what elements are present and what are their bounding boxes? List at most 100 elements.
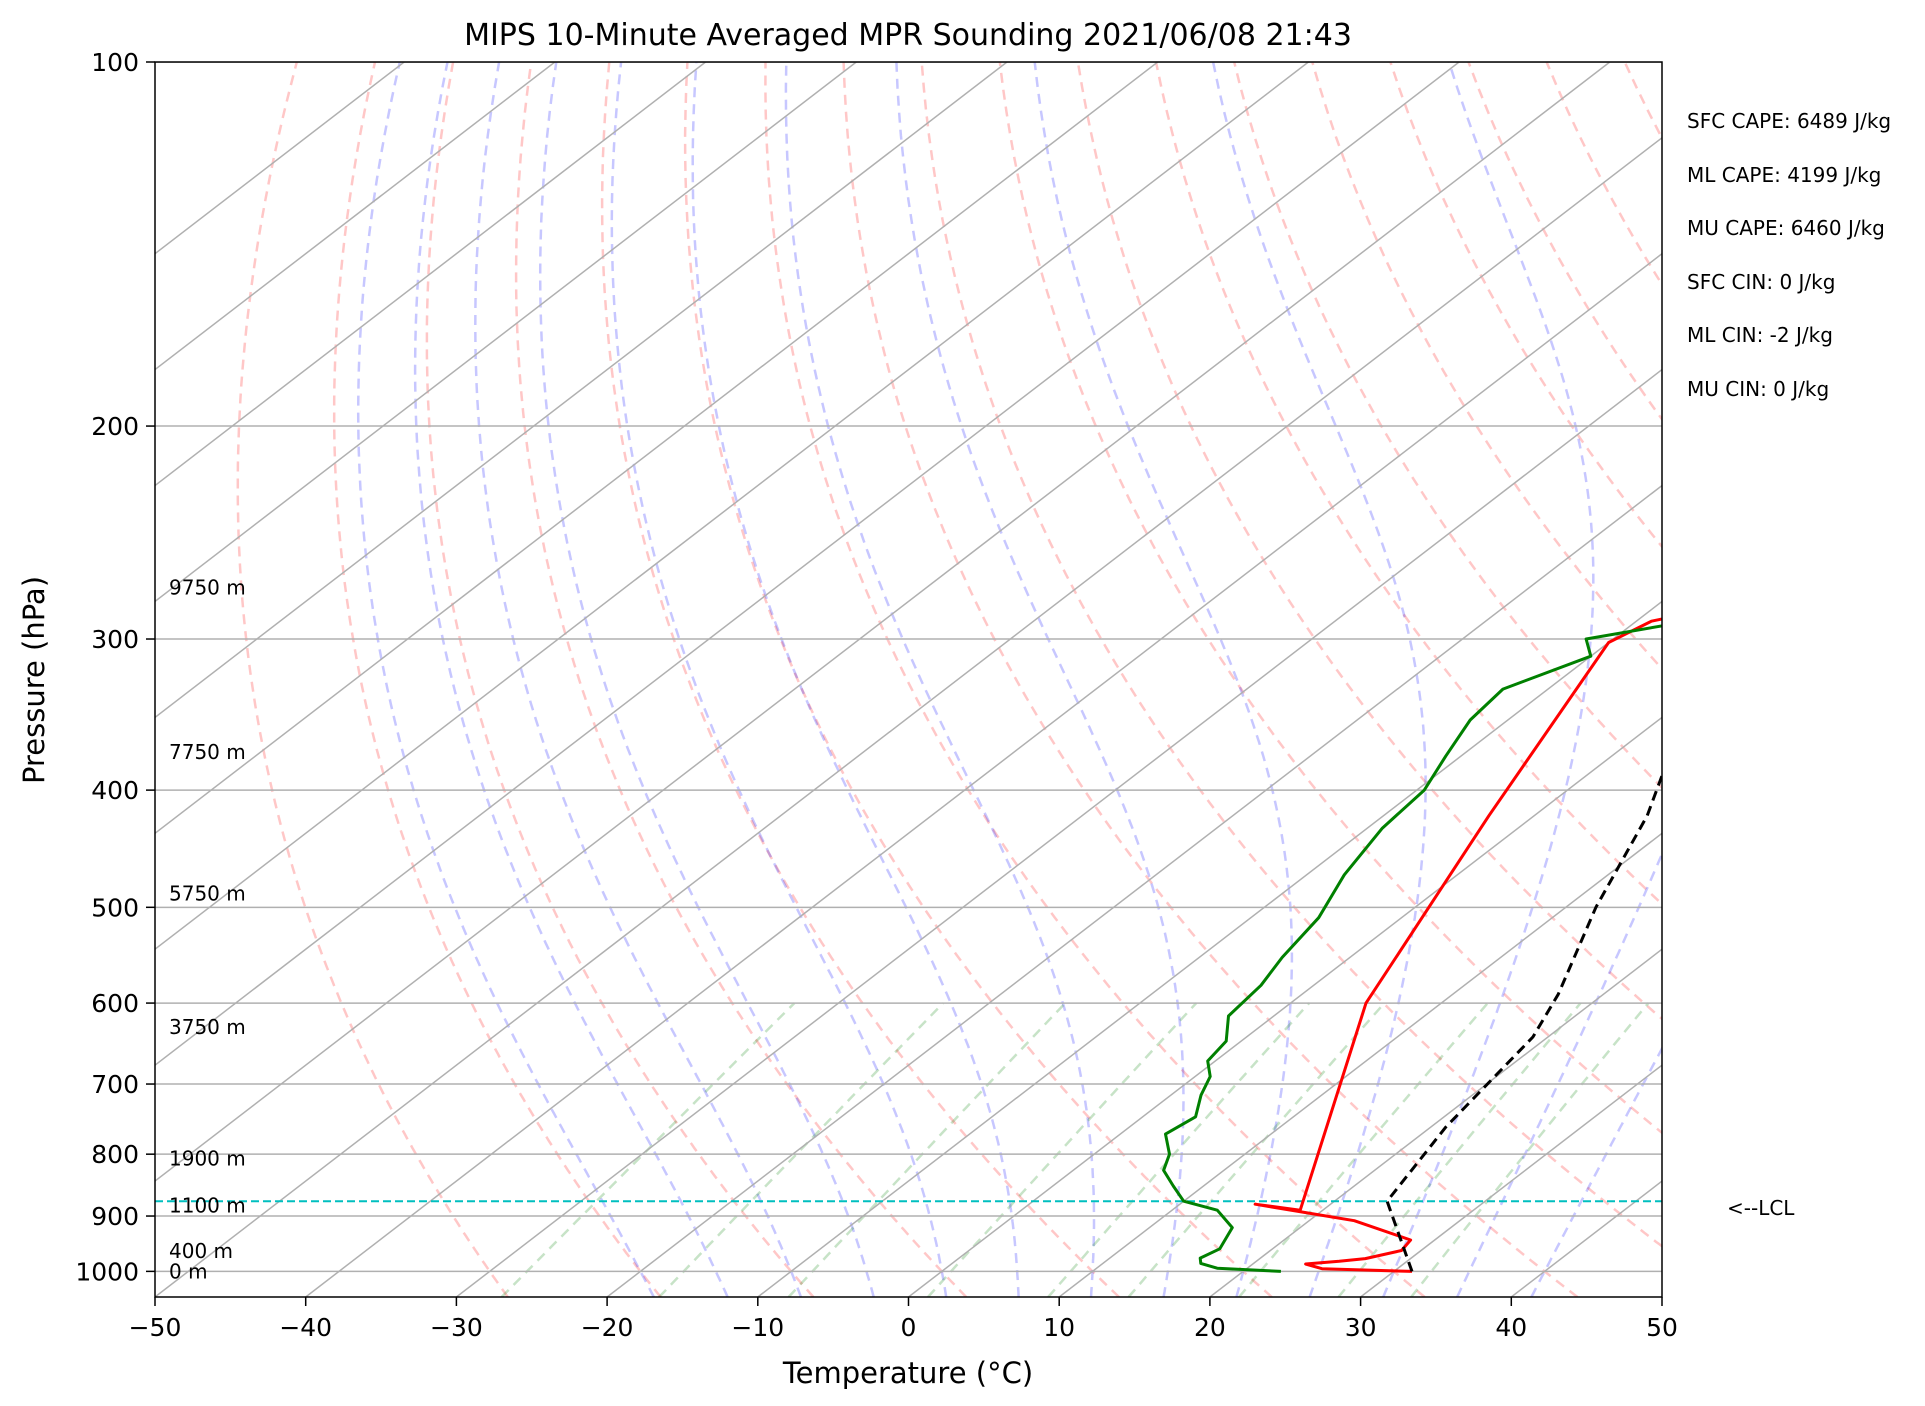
x-tick-label: −50 (129, 1313, 182, 1342)
isotherm-gridline (155, 62, 1611, 1183)
isotherm-gridline (155, 62, 556, 371)
mixing-ratio-line (787, 1002, 1067, 1297)
mixing-ratio-line (1127, 1002, 1386, 1297)
dry-adiabat (1623, 62, 1662, 141)
isotherm-gridline (155, 62, 1460, 1067)
temperature-profile (1253, 617, 1662, 1273)
moist-adiabat (1530, 1045, 1662, 1297)
dry-adiabat (332, 62, 662, 1297)
y-tick-label: 500 (91, 893, 139, 922)
stats-panel: SFC CAPE: 6489 J/kg ML CAPE: 4199 J/kg M… (1687, 109, 1891, 401)
dry-adiabat (236, 62, 509, 1297)
dry-adiabat (683, 62, 1273, 1297)
dry-adiabat (1232, 62, 1662, 790)
x-tick-label: −10 (731, 1313, 784, 1342)
isotherm-gridline (1058, 832, 1662, 1297)
mixing-ratio-line (1337, 1002, 1582, 1297)
mixing-ratio-line (500, 1002, 796, 1297)
data-series (1162, 617, 1662, 1273)
x-tick-label: −20 (581, 1313, 634, 1342)
moist-adiabat (356, 62, 655, 1297)
height-label: 1900 m (169, 1147, 246, 1171)
stat-sfc-cape: SFC CAPE: 6489 J/kg (1687, 109, 1891, 133)
stat-ml-cin: ML CIN: -2 J/kg (1687, 323, 1833, 347)
height-label: 9750 m (169, 576, 246, 600)
x-tick-label: 20 (1194, 1313, 1226, 1342)
height-label: 0 m (169, 1259, 208, 1283)
isotherm-gridline (1661, 1296, 1662, 1297)
dry-adiabat (920, 62, 1662, 1248)
height-label: 7750 m (169, 740, 246, 764)
dry-adiabat (600, 62, 1120, 1297)
x-axis-label: Temperature (°C) (782, 1356, 1033, 1390)
isotherm-gridline (305, 252, 1662, 1297)
dry-adiabat (1781, 62, 1925, 1297)
dry-adiabat (1703, 62, 1925, 1297)
dry-adiabat (1859, 62, 1925, 1297)
stat-ml-cape: ML CAPE: 4199 J/kg (1687, 163, 1881, 187)
y-tick-label: 300 (91, 625, 139, 654)
isotherm-gridline (155, 62, 1309, 951)
isotherm-gridline (1510, 1180, 1662, 1297)
x-tick-label: 50 (1646, 1313, 1678, 1342)
isotherm-gridline (455, 368, 1662, 1297)
y-tick-label: 100 (91, 48, 139, 77)
isotherm-gridline (155, 62, 1008, 719)
moist-adiabat (413, 62, 729, 1297)
height-label: 3750 m (169, 1015, 246, 1039)
y-tick-label: 1000 (75, 1257, 139, 1286)
mixing-ratio-line (927, 1002, 1198, 1297)
dry-adiabat (764, 62, 1426, 1297)
stat-mu-cin: MU CIN: 0 J/kg (1687, 377, 1829, 401)
isotherm-gridline (1209, 948, 1662, 1297)
x-tick-label: −30 (430, 1313, 483, 1342)
x-tick-label: −40 (279, 1313, 332, 1342)
y-tick-label: 800 (91, 1140, 139, 1169)
dry-adiabat (998, 62, 1662, 1135)
x-tick-label: 0 (901, 1313, 917, 1342)
isotherm-gridline (155, 62, 707, 487)
dry-adiabat (425, 62, 815, 1297)
moist-adiabat (1033, 62, 1294, 1297)
dry-adiabat (1545, 62, 1662, 287)
dry-adiabat (1467, 62, 1662, 422)
mixing-ratio-line (658, 1002, 945, 1297)
y-tick-label: 600 (91, 989, 139, 1018)
isotherm-gridline (1360, 1064, 1662, 1297)
isotherm-gridline (155, 62, 1159, 835)
x-tick-label: 10 (1043, 1313, 1075, 1342)
moist-adiabat (1456, 850, 1662, 1297)
mixing-ratio-line (1410, 1002, 1650, 1297)
moist-adiabat (610, 62, 948, 1297)
moist-adiabat (691, 62, 1020, 1297)
height-label: 1100 m (169, 1193, 246, 1217)
dry-adiabat (1076, 62, 1662, 1021)
lcl-label: <--LCL (1727, 1196, 1795, 1220)
y-tick-label: 900 (91, 1202, 139, 1231)
moist-adiabat (1211, 62, 1427, 1297)
isotherm-gridline (155, 62, 857, 603)
isotherm-gridline (908, 716, 1662, 1297)
moist-adiabat (895, 62, 1185, 1297)
plot-frame (154, 61, 1663, 1298)
stat-mu-cape: MU CAPE: 6460 J/kg (1687, 216, 1885, 240)
dewpoint-profile (1162, 624, 1662, 1273)
height-labels: 9750 m 7750 m 5750 m 3750 m 1900 m 1100 m 400 … (169, 576, 246, 1284)
isotherm-gridline (757, 600, 1662, 1297)
dry-adiabat (1311, 62, 1662, 671)
chart-title: MIPS 10-Minute Averaged MPR Sounding 202… (464, 18, 1352, 53)
dry-adiabat (1154, 62, 1662, 906)
moist-adiabat (784, 62, 1096, 1297)
isotherm-gridline (155, 136, 1662, 1297)
mixing-ratio-line (1047, 1002, 1311, 1297)
moist-adiabat (1382, 62, 1595, 1297)
y-tick-label: 700 (91, 1070, 139, 1099)
stat-sfc-cin: SFC CIN: 0 J/kg (1687, 270, 1835, 294)
height-label: 400 m (169, 1239, 233, 1263)
x-tick-label: 40 (1495, 1313, 1527, 1342)
y-tick-label: 200 (91, 412, 139, 441)
parcel-path (1385, 771, 1662, 1272)
dry-adiabat (514, 62, 968, 1297)
moist-adiabat (474, 62, 803, 1297)
height-label: 5750 m (169, 881, 246, 905)
